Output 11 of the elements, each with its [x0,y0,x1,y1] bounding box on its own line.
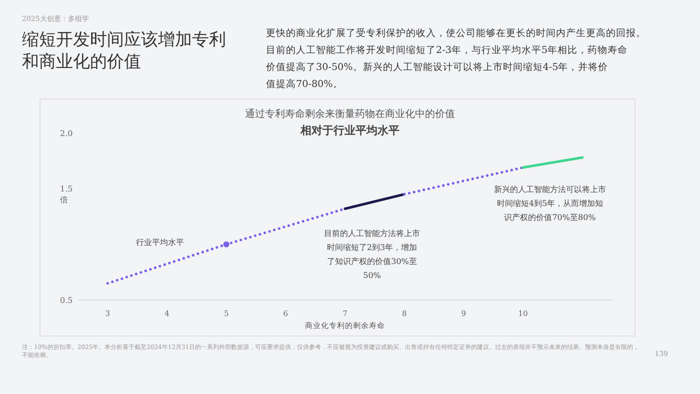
y-axis-title: 倍 [60,196,68,205]
annotation: 相对于行业平均水平 [300,124,400,137]
annotation: 目前的人工智能方法将上市时间缩短了2到3年，增加了知识产权的价值30%至50% [324,229,420,280]
chart-subtitle: 更快的商业化扩展了受专利保护的收入，使公司能够在更长的时间内产生更高的回报。目前的人工智能工作将开发时间缩短了2-3年，与行业平均水平5年相比，药物寿命价值提高了30-50%。新兴的人工智能设计可以将上市时间缩短4-5年，并将价值提高70-80%。 [265,27,646,90]
y-tick-label: 1.5 [60,184,73,194]
annotation: 行业平均水平 [136,238,184,247]
annotation: 新兴的人工智能方法可以将上市时间缩短4到5年，从而增加知识产权的价值70%至80% [494,185,606,222]
chart-title: 缩短开发时间应该增加专利和商业化的价值 [22,30,226,72]
y-tick-label: 0.5 [60,296,73,305]
text: 通过专利寿命剩余来衡量药物在商业化中的价值 [245,108,455,120]
y-tick-label: 2.0 [60,129,73,138]
